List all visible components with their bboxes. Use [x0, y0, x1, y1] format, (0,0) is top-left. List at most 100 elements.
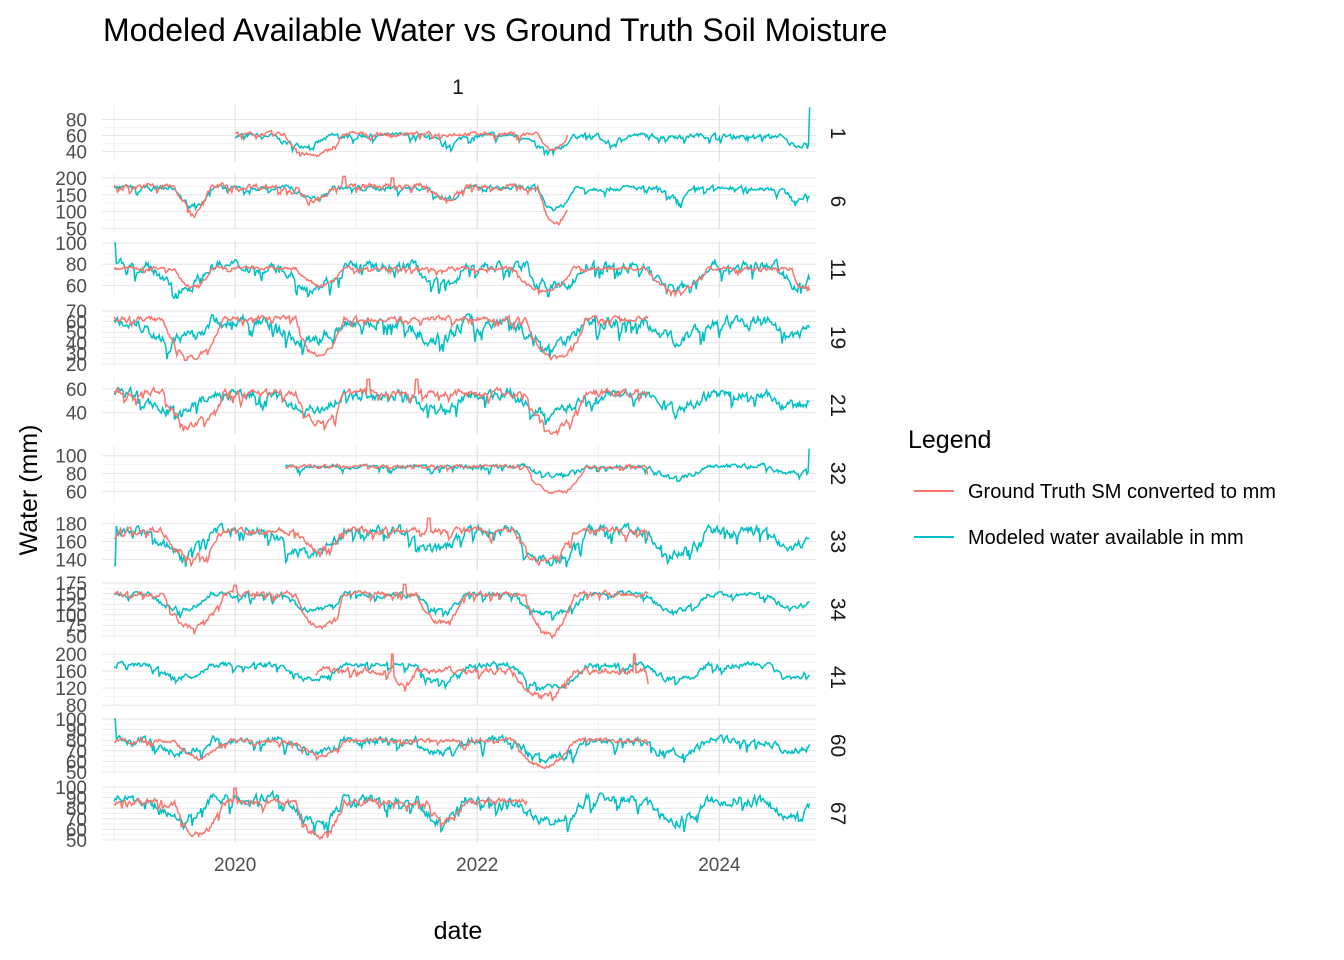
y-tick-label: 80 — [66, 731, 87, 752]
y-tick-label: 70 — [66, 810, 87, 831]
series-ground-truth-line — [234, 129, 569, 158]
series-ground-truth-line — [113, 313, 649, 362]
series-modeled-line — [113, 660, 811, 694]
y-tick-label: 40 — [66, 404, 87, 425]
y-axis-title: Water (mm) — [15, 425, 43, 556]
series-modeled-line — [113, 589, 810, 621]
y-tick-label: 100 — [55, 606, 87, 627]
series-modeled-line — [235, 107, 811, 158]
y-tick-label: 60 — [66, 276, 87, 297]
y-tick-label: 80 — [66, 255, 87, 276]
y-tick-label: 60 — [66, 482, 87, 503]
y-tick-label: 50 — [66, 323, 87, 344]
row-strip-label: 34 — [826, 598, 849, 622]
x-axis-title: date — [434, 917, 483, 945]
row-strip-label: 32 — [826, 462, 849, 485]
y-tick-label: 100 — [55, 234, 87, 255]
x-tick-label: 2020 — [214, 855, 256, 876]
y-tick-label: 80 — [66, 465, 87, 486]
y-tick-label: 100 — [55, 203, 87, 224]
series-ground-truth-line — [113, 787, 528, 841]
y-tick-label: 70 — [66, 742, 87, 763]
y-tick-label: 30 — [66, 344, 87, 365]
y-tick-label: 50 — [66, 763, 87, 784]
y-tick-label: 80 — [66, 110, 87, 131]
y-tick-label: 150 — [55, 585, 87, 606]
y-tick-label: 160 — [55, 533, 87, 554]
series-modeled-line — [114, 242, 811, 299]
y-tick-label: 40 — [66, 143, 87, 164]
y-tick-label: 80 — [66, 696, 87, 717]
column-strip-label: 1 — [452, 76, 464, 99]
y-tick-label: 40 — [66, 334, 87, 355]
y-tick-label: 100 — [55, 710, 87, 731]
series-modeled-line — [113, 312, 811, 360]
row-strip-label: 21 — [826, 394, 849, 417]
y-tick-label: 100 — [55, 778, 87, 799]
series-modeled-line — [113, 183, 810, 213]
legend: Legend Ground Truth SM converted to mm M… — [908, 426, 1276, 549]
row-strip-label: 67 — [826, 802, 849, 825]
y-tick-label: 60 — [66, 752, 87, 773]
series-modeled-line — [113, 789, 811, 836]
y-tick-label: 60 — [66, 127, 87, 148]
panels: 4060801501001502006608010011203040506070… — [55, 105, 849, 852]
y-tick-label: 160 — [55, 662, 87, 683]
y-tick-label: 180 — [55, 515, 87, 536]
y-tick-label: 90 — [66, 789, 87, 810]
row-strip-label: 60 — [826, 734, 849, 757]
series-ground-truth-line — [113, 265, 811, 298]
y-tick-label: 120 — [55, 679, 87, 700]
series-ground-truth-line — [113, 583, 649, 640]
series-ground-truth-line — [113, 517, 649, 568]
row-strip-label: 6 — [826, 196, 849, 208]
series-modeled-line — [114, 522, 810, 568]
series-ground-truth-line — [285, 463, 649, 495]
y-tick-label: 60 — [66, 313, 87, 334]
x-tick-label: 2022 — [456, 855, 498, 876]
series-ground-truth-line — [113, 736, 649, 770]
row-strip-label: 19 — [826, 326, 849, 349]
series-ground-truth-line — [113, 175, 569, 226]
y-tick-label: 70 — [66, 302, 87, 323]
row-strip-label: 1 — [826, 128, 849, 140]
row-strip-label: 41 — [826, 666, 849, 689]
series-ground-truth-line — [113, 378, 649, 437]
y-tick-label: 125 — [55, 595, 87, 616]
y-tick-label: 175 — [55, 574, 87, 595]
y-tick-label: 50 — [66, 831, 87, 852]
y-tick-label: 50 — [66, 627, 87, 648]
x-tick-label: 2024 — [698, 855, 741, 876]
legend-title: Legend — [908, 426, 991, 454]
y-tick-label: 100 — [55, 447, 87, 468]
x-axis: 2020 2022 2024 — [214, 855, 741, 876]
y-tick-label: 200 — [55, 169, 87, 190]
row-strip-label: 33 — [826, 530, 849, 553]
legend-label-ground: Ground Truth SM converted to mm — [968, 481, 1276, 503]
y-tick-label: 140 — [55, 550, 87, 571]
y-tick-label: 90 — [66, 721, 87, 742]
y-tick-label: 80 — [66, 799, 87, 820]
y-tick-label: 60 — [66, 380, 87, 401]
chart-title: Modeled Available Water vs Ground Truth … — [103, 12, 887, 48]
row-strip-label: 11 — [826, 259, 849, 281]
panel-21: 40 60 21 — [66, 377, 849, 437]
y-tick-label: 150 — [55, 186, 87, 207]
legend-label-modeled: Modeled water available in mm — [968, 527, 1244, 549]
y-tick-label: 50 — [66, 219, 87, 240]
y-tick-label: 60 — [66, 820, 87, 841]
series-ground-truth-line — [315, 653, 649, 702]
y-tick-label: 20 — [66, 355, 87, 376]
y-tick-label: 200 — [55, 645, 87, 666]
